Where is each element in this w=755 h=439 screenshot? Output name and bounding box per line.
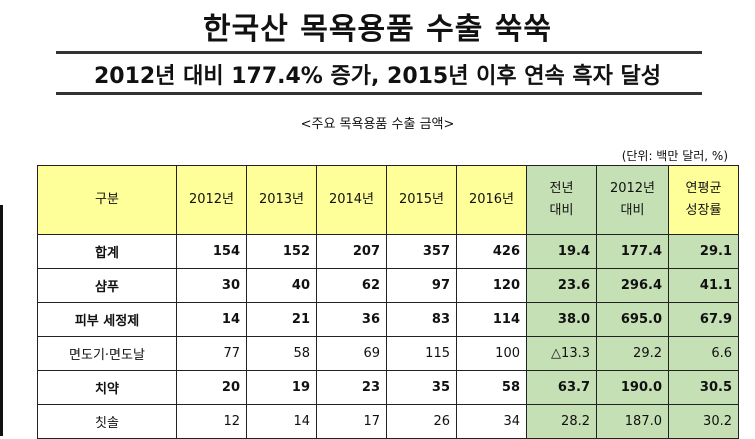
- table-cell: 97: [386, 268, 457, 303]
- row-label: 합계: [37, 234, 177, 269]
- table-cell: 152: [246, 234, 317, 269]
- table-cell: 77: [176, 336, 247, 371]
- table-cell: 23: [316, 370, 387, 405]
- table-cell: 17: [316, 404, 387, 439]
- table-cell: 154: [176, 234, 247, 269]
- table-cell: 30.2: [668, 404, 739, 439]
- title-divider: [56, 51, 702, 54]
- table-cell: 34: [456, 404, 527, 439]
- column-header: 2012년: [176, 165, 247, 235]
- table-cell: 40: [246, 268, 317, 303]
- table-cell: 29.1: [668, 234, 739, 269]
- table-cell: 115: [386, 336, 457, 371]
- table-cell: 6.6: [668, 336, 739, 371]
- table-cell: 426: [456, 234, 527, 269]
- export-table: 구분 2012년 2013년 2014년 2015년 2016년 전년 대비 2012년 대비 연평…: [37, 165, 739, 439]
- unit-note: (단위: 백만 달러, %): [621, 149, 728, 163]
- left-edge-bar: [0, 205, 3, 436]
- table-cell: 26: [386, 404, 457, 439]
- table-cell: 177.4: [596, 234, 669, 269]
- column-header: 전년 대비: [526, 165, 597, 235]
- table-cell: △13.3: [526, 336, 597, 371]
- table-cell: 58: [456, 370, 527, 405]
- table-cell: 21: [246, 302, 317, 337]
- column-header: 구분: [37, 165, 177, 235]
- table-cell: 41.1: [668, 268, 739, 303]
- column-header: 2014년: [316, 165, 387, 235]
- table-cell: 19.4: [526, 234, 597, 269]
- table-cell: 36: [316, 302, 387, 337]
- table-cell: 69: [316, 336, 387, 371]
- table-cell: 20: [176, 370, 247, 405]
- table-row: 면도기·면도날 77 58 69 115 100 △13.3 29.2 6.6: [37, 336, 739, 371]
- page-subtitle: 2012년 대비 177.4% 증가, 2015년 이후 연속 흑자 달성: [93, 64, 662, 89]
- table-body: 합계 154 152 207 357 426 19.4 177.4 29.1 샴푸 30 40 62 97…: [37, 234, 739, 439]
- table-cell: 114: [456, 302, 527, 337]
- table-cell: 190.0: [596, 370, 669, 405]
- table-cell: 30.5: [668, 370, 739, 405]
- table-cell: 695.0: [596, 302, 669, 337]
- row-label: 칫솔: [37, 404, 177, 439]
- table-cell: 83: [386, 302, 457, 337]
- table-cell: 14: [176, 302, 247, 337]
- table-header-row: 구분 2012년 2013년 2014년 2015년 2016년 전년 대비 2012년 대비 연평…: [37, 165, 739, 235]
- table-cell: 23.6: [526, 268, 597, 303]
- table-cell: 207: [316, 234, 387, 269]
- table-cell: 187.0: [596, 404, 669, 439]
- table-cell: 30: [176, 268, 247, 303]
- column-header: 연평균 성장률: [668, 165, 739, 235]
- column-header: 2016년: [456, 165, 527, 235]
- page-title: 한국산 목욕용품 수출 쑥쑥: [203, 12, 552, 47]
- row-label: 샴푸: [37, 268, 177, 303]
- table-row: 치약 20 19 23 35 58 63.7 190.0 30.5: [37, 370, 739, 405]
- row-label: 피부 세정제: [37, 302, 177, 337]
- table-cell: 63.7: [526, 370, 597, 405]
- table-cell: 120: [456, 268, 527, 303]
- subtitle-divider: [56, 92, 702, 95]
- table-row: 합계 154 152 207 357 426 19.4 177.4 29.1: [37, 234, 739, 269]
- table-caption: <주요 목욕용품 수출 금액>: [300, 117, 455, 132]
- table-cell: 67.9: [668, 302, 739, 337]
- table-cell: 296.4: [596, 268, 669, 303]
- table-row: 샴푸 30 40 62 97 120 23.6 296.4 41.1: [37, 268, 739, 303]
- table-cell: 62: [316, 268, 387, 303]
- table-cell: 35: [386, 370, 457, 405]
- row-label: 면도기·면도날: [37, 336, 177, 371]
- table-cell: 100: [456, 336, 527, 371]
- table-row: 칫솔 12 14 17 26 34 28.2 187.0 30.2: [37, 404, 739, 439]
- table-cell: 29.2: [596, 336, 669, 371]
- column-header: 2015년: [386, 165, 457, 235]
- row-label: 치약: [37, 370, 177, 405]
- table-cell: 38.0: [526, 302, 597, 337]
- table-cell: 58: [246, 336, 317, 371]
- column-header: 2012년 대비: [596, 165, 669, 235]
- table-cell: 28.2: [526, 404, 597, 439]
- table-cell: 12: [176, 404, 247, 439]
- column-header: 2013년: [246, 165, 317, 235]
- table-cell: 14: [246, 404, 317, 439]
- table-cell: 19: [246, 370, 317, 405]
- table-cell: 357: [386, 234, 457, 269]
- table-row: 피부 세정제 14 21 36 83 114 38.0 695.0 67.9: [37, 302, 739, 337]
